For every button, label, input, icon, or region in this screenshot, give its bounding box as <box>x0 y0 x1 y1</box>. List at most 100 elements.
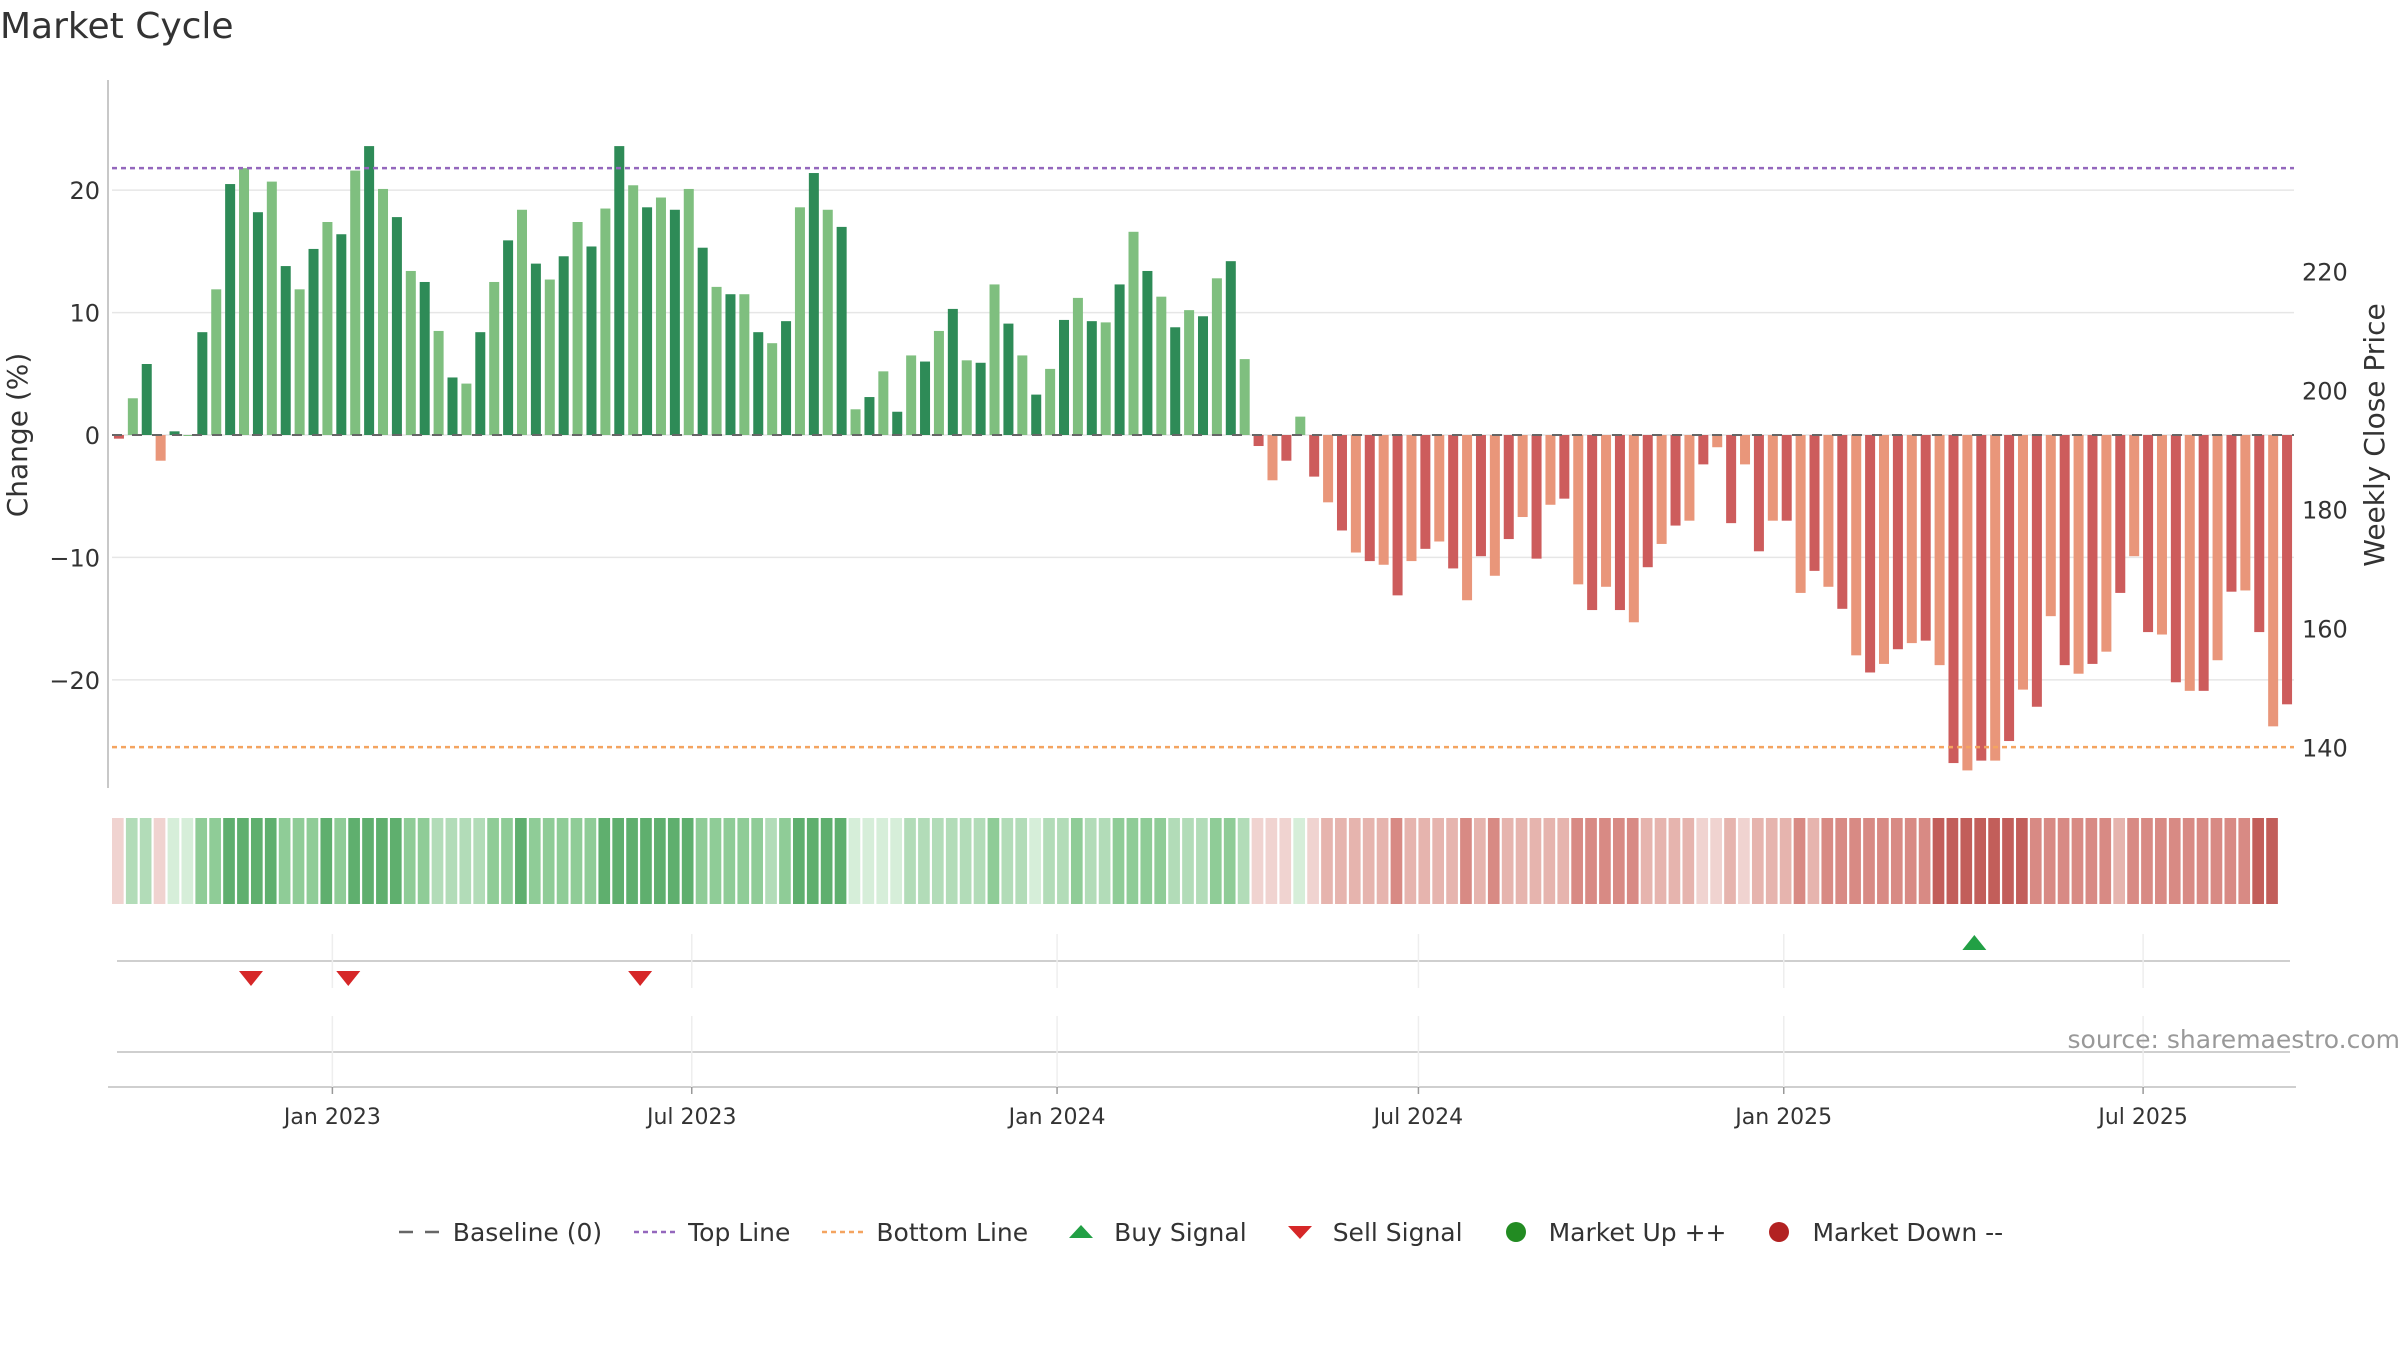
heat-cell <box>320 818 333 904</box>
bar <box>1323 435 1334 503</box>
heat-cell <box>125 818 138 904</box>
heat-cell <box>2224 818 2237 904</box>
heat-cell <box>1070 818 1083 904</box>
bar <box>211 289 222 435</box>
legend-label: Buy Signal <box>1114 1217 1247 1247</box>
bar <box>1420 435 1431 549</box>
bar <box>1823 435 1834 587</box>
bar <box>433 330 444 435</box>
y-tick-label: 0 <box>85 422 100 450</box>
bar <box>1837 435 1848 609</box>
heat-cell <box>153 818 166 904</box>
heat-cell <box>1098 818 1111 904</box>
bar <box>530 263 541 435</box>
heat-cell <box>640 818 652 904</box>
bar <box>1003 323 1014 435</box>
legend: Baseline (0) Top Line Bottom Line Buy Signa… <box>0 1212 2400 1252</box>
heat-cell <box>2127 818 2139 904</box>
heat-cell <box>445 818 458 904</box>
heat-cell <box>1501 818 1514 904</box>
bar <box>836 226 847 435</box>
heat-cell <box>1974 818 1987 904</box>
heat-cell <box>626 818 638 904</box>
heat-cell <box>2071 818 2084 904</box>
heat-cell <box>834 818 847 904</box>
heat-cell <box>1765 818 1778 904</box>
bar <box>1406 435 1417 562</box>
y-tick-label: −20 <box>49 667 100 695</box>
heat-cell <box>1585 818 1597 904</box>
heat-cell <box>1724 818 1736 904</box>
bar <box>1906 435 1917 644</box>
heat-cell <box>959 818 972 904</box>
heat-cell <box>1571 818 1583 904</box>
bar <box>1086 321 1097 435</box>
heat-cell <box>2099 818 2112 904</box>
heat-cell <box>723 818 736 904</box>
bar <box>1726 435 1737 524</box>
heat-cell <box>612 818 625 904</box>
heat-cell <box>1182 818 1194 904</box>
bar <box>850 409 861 435</box>
heat-cell <box>1529 818 1542 904</box>
bar <box>975 362 986 435</box>
bar <box>920 361 931 435</box>
heat-cell <box>751 818 763 904</box>
heat-cell <box>1710 818 1722 904</box>
bar <box>1628 435 1639 623</box>
heat-cell <box>306 818 319 904</box>
bar <box>614 146 625 435</box>
bar <box>2059 435 2070 666</box>
heat-cell <box>987 818 1000 904</box>
page-title: Market Cycle <box>0 6 234 47</box>
bar <box>878 371 889 435</box>
heat-cell <box>250 818 263 904</box>
bar <box>475 332 486 435</box>
heat-cell <box>1362 818 1375 904</box>
bar <box>781 321 792 435</box>
bar <box>572 222 583 435</box>
bar <box>225 184 236 435</box>
heat-cell <box>515 818 527 904</box>
bar <box>378 188 389 435</box>
reference-lines <box>112 166 2294 749</box>
bar <box>1698 435 1709 465</box>
y-tick-label: 20 <box>69 177 100 205</box>
bar <box>308 248 319 435</box>
heat-cell <box>278 818 291 904</box>
bar <box>2198 435 2209 691</box>
sell-signal-marker <box>336 971 361 986</box>
bar <box>1475 435 1486 557</box>
heat-cell <box>1557 818 1570 904</box>
bar <box>322 222 333 435</box>
heat-cell <box>376 818 388 904</box>
heat-cell <box>1460 818 1472 904</box>
heat-cell <box>1418 818 1431 904</box>
heat-cell <box>1932 818 1945 904</box>
heat-cell <box>1029 818 1041 904</box>
heat-cell <box>1223 818 1236 904</box>
bar <box>1559 435 1570 499</box>
heat-cell <box>1432 818 1444 904</box>
legend-symbol <box>1505 1222 1526 1242</box>
heat-cell <box>112 818 124 904</box>
legend-symbol <box>1769 1222 1790 1242</box>
x-tick-label: Jul 2024 <box>1372 1105 1464 1130</box>
heat-cell <box>195 818 208 904</box>
bar <box>1267 435 1278 481</box>
bar <box>503 240 514 435</box>
bar <box>725 294 736 435</box>
heat-cell <box>2182 818 2195 904</box>
bar <box>864 397 875 435</box>
heat-cell <box>264 818 277 904</box>
heat-cell <box>1112 818 1125 904</box>
heat-cell <box>1612 818 1625 904</box>
legend-item: Sell Signal <box>1277 1218 1463 1247</box>
bar <box>1184 310 1195 435</box>
y2-tick-label: 180 <box>2302 497 2348 525</box>
heat-cell <box>1599 818 1611 904</box>
bar <box>1545 435 1556 505</box>
heat-cell <box>1988 818 2000 904</box>
heat-cell <box>237 818 249 904</box>
bar <box>1114 284 1125 435</box>
